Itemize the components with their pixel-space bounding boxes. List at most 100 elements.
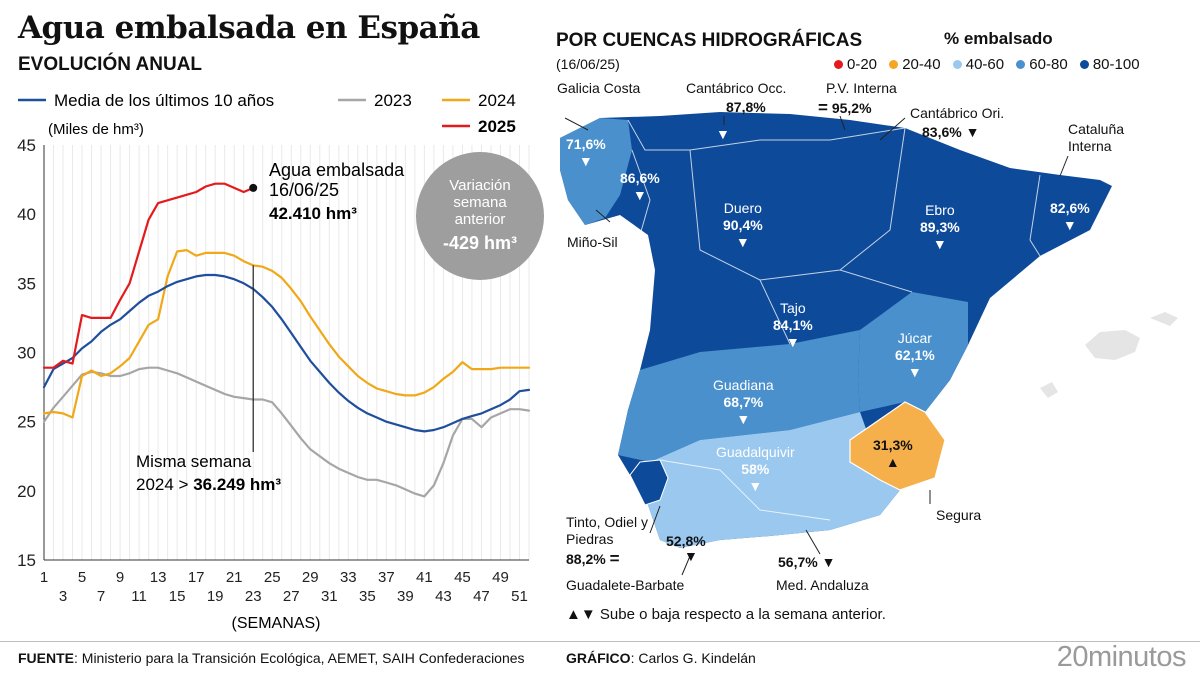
- x-tick-45: 45: [454, 569, 471, 586]
- legend-label-2025: 2025: [478, 117, 516, 136]
- variation-line3: anterior: [455, 211, 506, 228]
- leader-lines: [564, 115, 1069, 576]
- legend-label-2024: 2024: [478, 91, 516, 110]
- footer-graphic-label: GRÁFICO: [566, 650, 631, 666]
- label-jucar-block: Júcar 62,1% ▼: [895, 330, 935, 381]
- scale-label-60-80: 60-80: [1029, 56, 1068, 73]
- footer-divider: [0, 641, 1200, 642]
- label-ebro-block: Ebro 89,3% ▼: [920, 202, 960, 253]
- chart-title: Agua embalsada en España: [18, 10, 480, 46]
- basin-guadalquivir: [648, 412, 900, 548]
- label-duero-block: Duero 90,4% ▼: [723, 200, 763, 251]
- current-label-line1: Agua embalsada: [269, 160, 405, 180]
- label-med-andaluza-name: Med. Andaluza: [776, 577, 869, 593]
- trend-legend-icons: ▲▼: [566, 606, 596, 623]
- label-pv-interna-block: = 95,2%: [818, 99, 872, 117]
- y-tick-45: 45: [17, 136, 36, 155]
- brand-logo: 20minutos: [1056, 641, 1187, 673]
- x-tick-25: 25: [264, 569, 281, 586]
- label-tajo-value: 84,1%: [773, 317, 813, 333]
- label-cantabrico-occ-value: 87,8%: [726, 99, 766, 115]
- label-jucar-name: Júcar: [897, 330, 932, 346]
- x-tick-19: 19: [207, 588, 224, 605]
- scale-dot-40-60: [952, 60, 962, 69]
- label-segura-name: Segura: [936, 507, 982, 523]
- label-pv-interna-trend: =: [818, 98, 828, 117]
- scale-label-80-100: 80-100: [1092, 56, 1140, 73]
- basin-tinto-odiel-piedras: [629, 459, 669, 506]
- x-axis: 1 5 9 13 17 21 25 29 33 37 41 45 493 7 11 15 19 23 27 31 35 3…: [40, 559, 529, 605]
- y-tick-15: 15: [17, 551, 36, 570]
- variation-line2: semana: [453, 194, 507, 211]
- footer-graphic: GRÁFICO: Carlos G. Kindelán: [566, 650, 756, 666]
- variation-line1: Variación: [449, 177, 510, 194]
- grid: [43, 145, 530, 560]
- current-value-dot: [249, 183, 258, 192]
- variation-value: -429 hm³: [443, 233, 517, 253]
- scale-dot-80-100: [1079, 60, 1089, 69]
- label-guadalquivir-block: Guadalquivir 58% ▼: [716, 444, 795, 495]
- label-ebro-value: 89,3%: [920, 219, 960, 235]
- x-tick-51: 51: [511, 588, 528, 605]
- map-color-scale: 0-20 20-40 40-60 60-80 80-100: [826, 56, 1140, 73]
- label-pv-interna-value: 95,2%: [831, 100, 872, 116]
- label-guadalquivir-trend: ▼: [748, 478, 763, 494]
- trend-legend: ▲▼ Sube o baja respecto a la semana ante…: [566, 606, 886, 623]
- label-segura-value: 31,3%: [873, 437, 913, 453]
- same-week-line1: Misma semana: [136, 452, 252, 471]
- x-tick-11: 11: [131, 588, 147, 605]
- label-med-andaluza-trend: ▼: [821, 554, 836, 570]
- label-cantabrico-ori-block: 83,6% ▼: [922, 124, 979, 141]
- x-tick-41: 41: [416, 569, 433, 586]
- x-tick-43: 43: [435, 588, 452, 605]
- label-galicia-costa-value: 71,6%: [566, 136, 606, 152]
- label-duero-trend: ▼: [735, 234, 750, 250]
- y-tick-30: 30: [17, 344, 36, 363]
- legend-label-avg: Media de los últimos 10 años: [54, 91, 274, 110]
- x-tick-37: 37: [378, 569, 395, 586]
- label-med-andaluza-block: 56,7% ▼: [778, 554, 835, 571]
- label-cataluna-trend: ▼: [1062, 217, 1077, 233]
- map-date: (16/06/25): [556, 56, 620, 72]
- x-tick-13: 13: [150, 569, 167, 586]
- scale-label-40-60: 40-60: [965, 56, 1005, 73]
- label-galicia-costa-name: Galicia Costa: [557, 80, 641, 96]
- label-duero-value: 90,4%: [723, 217, 763, 233]
- label-guadiana-trend: ▼: [736, 411, 751, 427]
- label-guadiana-name: Guadiana: [713, 377, 774, 393]
- label-segura-block: 31,3% ▲: [873, 437, 913, 471]
- label-mino-sil-value: 86,6%: [620, 170, 660, 186]
- x-axis-label: (SEMANAS): [232, 615, 321, 632]
- label-tajo-trend: ▼: [785, 334, 800, 350]
- x-tick-9: 9: [116, 569, 124, 586]
- label-guadalete-name: Guadalete-Barbate: [566, 577, 685, 593]
- series-line-y2024: [42, 249, 531, 419]
- label-mino-sil-block: 86,6% ▼: [620, 170, 660, 204]
- x-tick-47: 47: [473, 588, 490, 605]
- x-tick-5: 5: [78, 569, 86, 586]
- label-guadiana-value: 68,7%: [723, 394, 764, 410]
- current-label-line2: 16/06/25: [269, 180, 339, 200]
- label-segura-trend: ▲: [885, 454, 900, 470]
- footer-source: FUENTE: Ministerio para la Transición Ec…: [18, 650, 525, 666]
- same-week-prefix: 2024 >: [136, 475, 193, 494]
- footer-source-text: : Ministerio para la Transición Ecológic…: [74, 650, 525, 666]
- label-duero-name: Duero: [723, 200, 762, 216]
- x-tick-1: 1: [40, 569, 48, 586]
- label-cantabrico-ori-trend: ▼: [965, 124, 980, 140]
- menorca-shape: [1150, 312, 1178, 326]
- y-axis: 15 20 25 30 35 40 45: [17, 136, 45, 570]
- label-tajo-name: Tajo: [780, 300, 806, 316]
- x-tick-35: 35: [359, 588, 376, 605]
- variation-bubble: [416, 152, 544, 280]
- map-title: POR CUENCAS HIDROGRÁFICAS: [556, 30, 863, 51]
- label-cantabrico-ori-value: 83,6%: [922, 124, 962, 140]
- x-tick-33: 33: [340, 569, 357, 586]
- label-guadalquivir-name: Guadalquivir: [716, 444, 795, 460]
- label-ebro-name: Ebro: [925, 202, 955, 218]
- label-galicia-costa-trend: ▼: [578, 153, 593, 169]
- label-galicia-costa-block: 71,6% ▼: [566, 136, 606, 170]
- scale-dot-0-20: [834, 60, 843, 69]
- basin-borders: [627, 119, 1041, 521]
- x-tick-39: 39: [397, 588, 414, 605]
